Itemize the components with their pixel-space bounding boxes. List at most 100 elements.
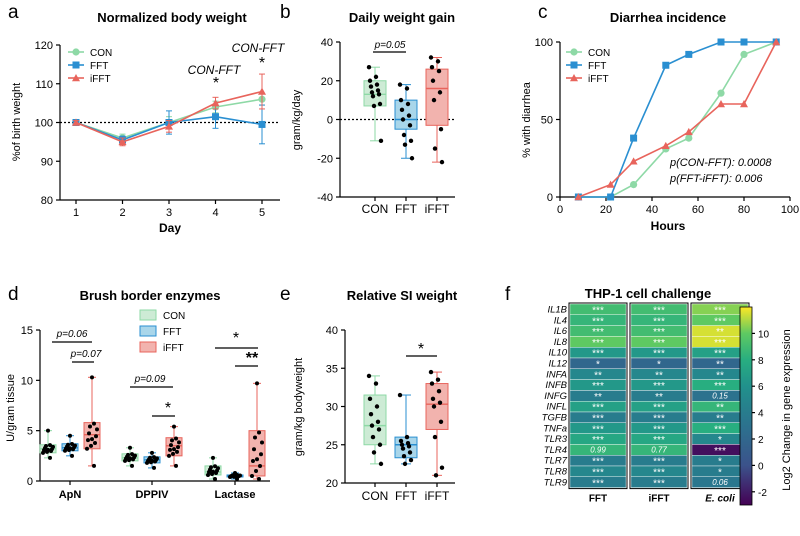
legend-marker-FFT [72, 61, 80, 69]
panel-letter: c [538, 2, 548, 23]
legend-marker-iFFT [570, 74, 578, 82]
significance-star: * [418, 341, 424, 358]
y-tick-label: -40 [317, 192, 333, 204]
series-line-CON [578, 41, 777, 198]
row-label: IL4 [554, 315, 567, 326]
data-point [370, 434, 376, 440]
data-point-FFT [662, 61, 670, 69]
data-point [258, 464, 262, 469]
panel-letter: b [280, 2, 291, 23]
y-tick-label: 110 [35, 79, 53, 91]
data-point-FFT [212, 113, 219, 121]
data-point [435, 59, 441, 64]
significance-star: * [213, 75, 219, 92]
data-point [88, 424, 92, 429]
data-point [404, 86, 410, 91]
y-tick-label: 90 [41, 156, 53, 168]
data-point-iFFT [772, 38, 781, 46]
x-tick-label: 5 [259, 207, 265, 219]
p-value-label: p=0.07 [70, 349, 102, 360]
legend-marker-iFFT [72, 74, 80, 82]
data-point-iFFT [606, 180, 615, 188]
data-point [429, 381, 435, 386]
data-point-iFFT [717, 100, 725, 108]
p-value-label: p=0.06 [56, 329, 88, 340]
cell-label: *** [592, 338, 604, 349]
data-point [172, 447, 176, 452]
data-point-CON [685, 134, 693, 142]
data-point [124, 456, 128, 461]
y-tick-label: 20 [326, 478, 338, 490]
data-point [177, 440, 181, 445]
row-label: TNFa [543, 423, 567, 434]
cell-label: 0.77 [651, 445, 667, 454]
data-point [130, 463, 134, 468]
colorbar-tick-label: 4 [758, 409, 764, 420]
data-point [167, 453, 171, 458]
data-point-CON [630, 181, 638, 189]
x-tick-label: 0 [557, 204, 563, 216]
cell-label: *** [592, 403, 604, 414]
data-point [369, 90, 375, 95]
data-point [92, 421, 96, 426]
data-point [431, 404, 437, 409]
data-point [213, 476, 217, 481]
y-axis-label: gram/kg/day [291, 89, 303, 150]
data-point [377, 442, 383, 447]
data-point [401, 132, 407, 138]
colorbar-tick-label: -2 [758, 488, 767, 499]
data-point [437, 400, 443, 405]
cell-label: *** [653, 435, 665, 446]
column-label: FFT [589, 494, 607, 505]
data-point [153, 459, 157, 464]
cell-label: ** [716, 403, 724, 414]
legend-marker-CON [72, 48, 80, 56]
y-tick-label: 100 [535, 37, 553, 49]
legend-label: iFFT [163, 343, 184, 354]
cell-label: ** [594, 392, 602, 403]
data-point-CON [740, 50, 748, 59]
data-point [152, 455, 156, 460]
data-point [252, 447, 256, 452]
cell-label: *** [653, 316, 665, 327]
data-point [174, 436, 178, 441]
cell-label: *** [714, 306, 726, 317]
data-point [439, 465, 445, 470]
data-point [397, 82, 403, 87]
data-point [366, 373, 372, 379]
data-point [45, 449, 49, 454]
x-tick-label: 20 [600, 204, 612, 216]
data-point [86, 438, 90, 443]
y-tick-label: 5 [27, 426, 33, 438]
row-label: IL10 [549, 348, 568, 359]
cell-label: *** [592, 414, 604, 425]
chart-title: THP-1 cell challenge [585, 286, 711, 301]
data-point [68, 433, 72, 438]
cell-label: *** [592, 435, 604, 446]
x-tick-label: DPPIV [135, 489, 169, 501]
cell-label: *** [653, 327, 665, 338]
x-tick-label: Lactase [215, 489, 256, 501]
row-label: TLR8 [544, 467, 568, 478]
heatmap-cell [569, 476, 627, 488]
heatmap-column-frame [629, 302, 689, 490]
cell-label: *** [714, 338, 726, 349]
box-FFT [394, 436, 418, 459]
data-point [399, 107, 405, 113]
data-point [94, 434, 98, 439]
data-point [406, 113, 412, 118]
x-tick-label: 60 [692, 204, 704, 216]
cell-label: ** [655, 392, 663, 403]
legend-label: CON [163, 311, 185, 322]
data-point [150, 450, 154, 455]
legend-label: iFFT [90, 74, 111, 85]
data-point [67, 448, 71, 453]
box-FFT [394, 99, 418, 130]
cell-label: ** [716, 360, 724, 371]
row-label: INFB [545, 380, 567, 391]
data-point [373, 381, 379, 386]
heatmap-cell [630, 476, 688, 488]
data-point [254, 468, 258, 473]
data-point [213, 464, 217, 469]
data-point [257, 476, 261, 481]
